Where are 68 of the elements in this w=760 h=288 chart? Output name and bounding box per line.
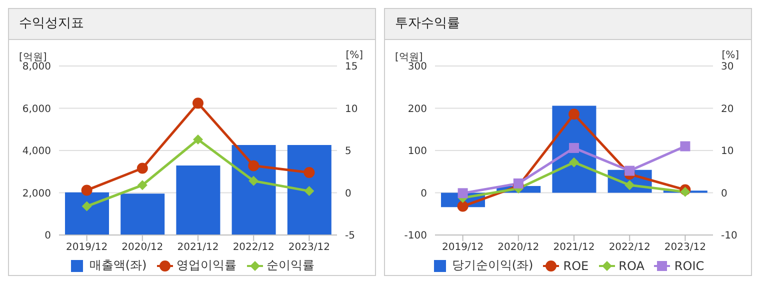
bar (287, 145, 332, 235)
bar (65, 192, 109, 235)
point (569, 142, 579, 153)
x-tick-label: 2020/12 (122, 242, 164, 254)
y-axis-title: [억원] (19, 51, 47, 63)
bar (232, 145, 276, 235)
point (569, 157, 579, 168)
point (680, 186, 690, 197)
y-tick-label: 100 (408, 146, 427, 158)
x-tick-label: 2020/12 (498, 242, 540, 254)
x-tick-label: 2019/12 (66, 242, 108, 254)
y2-tick-label: 0 (721, 188, 728, 200)
point (193, 134, 203, 145)
y-tick-label: 4,000 (22, 146, 51, 158)
x-tick-label: 2021/12 (177, 242, 219, 254)
legend-label: ROE (563, 258, 589, 272)
y-tick-label: 8,000 (22, 62, 51, 73)
y2-axis-title: [%] (722, 50, 739, 61)
x-tick-label: 2019/12 (442, 242, 484, 254)
y2-tick-label: -10 (721, 230, 738, 242)
legend-label: 영업이익률 (176, 257, 237, 274)
point (248, 176, 259, 186)
y-tick-label: 200 (408, 104, 427, 115)
y2-tick-label: -5 (345, 230, 355, 242)
point (192, 98, 204, 109)
bar (120, 194, 165, 235)
point (304, 166, 315, 178)
y-tick-label: 0 (420, 188, 427, 200)
legend-label: ROIC (674, 258, 704, 272)
legend-label: 순이익률 (266, 257, 315, 274)
y-tick-label: 0 (44, 230, 51, 242)
y2-tick-label: 30 (721, 62, 734, 73)
x-tick-label: 2021/12 (553, 242, 595, 254)
x-tick-label: 2023/12 (288, 242, 330, 254)
y-tick-label: 2,000 (22, 188, 51, 200)
point (624, 166, 635, 176)
chart-title: 투자수익률 (385, 8, 751, 40)
legend-label: ROA (618, 258, 644, 272)
y2-tick-label: 15 (345, 62, 358, 73)
legend-label: 당기순이익(좌) (452, 257, 534, 274)
point (680, 141, 690, 152)
y2-tick-label: 5 (345, 146, 352, 158)
bar (176, 166, 220, 235)
y-tick-label: 6,000 (22, 104, 51, 115)
y-axis-title: [억원] (395, 51, 423, 63)
y2-tick-label: 0 (345, 188, 352, 200)
point (513, 178, 524, 188)
y-tick-label: -100 (404, 230, 427, 242)
point (457, 200, 468, 212)
point (81, 184, 92, 196)
legend-label: 매출액(좌) (89, 257, 147, 274)
point (458, 188, 468, 198)
y2-tick-label: 20 (721, 104, 734, 115)
x-tick-label: 2023/12 (664, 242, 706, 254)
y-tick-label: 300 (408, 62, 427, 73)
point (248, 160, 260, 172)
point (136, 162, 148, 174)
point (624, 180, 635, 190)
point (304, 186, 314, 196)
x-tick-label: 2022/12 (608, 242, 650, 254)
point (137, 180, 148, 190)
point (82, 201, 92, 212)
y2-axis-title: [%] (346, 50, 363, 61)
y2-tick-label: 10 (721, 146, 734, 158)
y2-tick-label: 10 (345, 104, 358, 115)
x-tick-label: 2022/12 (232, 242, 274, 254)
point (568, 108, 580, 120)
chart-title: 수익성지표 (9, 8, 375, 40)
